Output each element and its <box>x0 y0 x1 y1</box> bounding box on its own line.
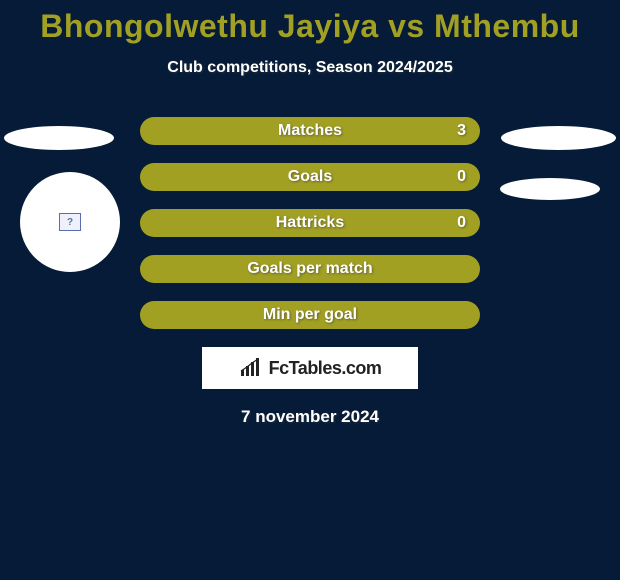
comparison-card: Bhongolwethu Jayiya vs Mthembu Club comp… <box>0 0 620 580</box>
subtitle: Club competitions, Season 2024/2025 <box>0 59 620 77</box>
stat-label: Hattricks <box>276 214 344 232</box>
stat-row-mpg: Min per goal <box>140 301 480 329</box>
stat-row-gpm: Goals per match <box>140 255 480 283</box>
stat-row-goals: Goals 0 <box>140 163 480 191</box>
stats-list: Matches 3 Goals 0 Hattricks 0 Goals per … <box>0 117 620 329</box>
stat-label: Goals <box>288 168 332 186</box>
stat-value: 0 <box>457 168 466 186</box>
stat-row-hattricks: Hattricks 0 <box>140 209 480 237</box>
stat-label: Min per goal <box>263 306 357 324</box>
brand-text: FcTables.com <box>269 358 382 379</box>
brand-chart-icon <box>239 358 265 378</box>
stat-label: Goals per match <box>247 260 372 278</box>
page-title: Bhongolwethu Jayiya vs Mthembu <box>0 0 620 45</box>
stat-value: 0 <box>457 214 466 232</box>
stat-row-matches: Matches 3 <box>140 117 480 145</box>
date-label: 7 november 2024 <box>0 407 620 427</box>
brand-badge: FcTables.com <box>202 347 418 389</box>
stat-value: 3 <box>457 122 466 140</box>
stat-label: Matches <box>278 122 342 140</box>
